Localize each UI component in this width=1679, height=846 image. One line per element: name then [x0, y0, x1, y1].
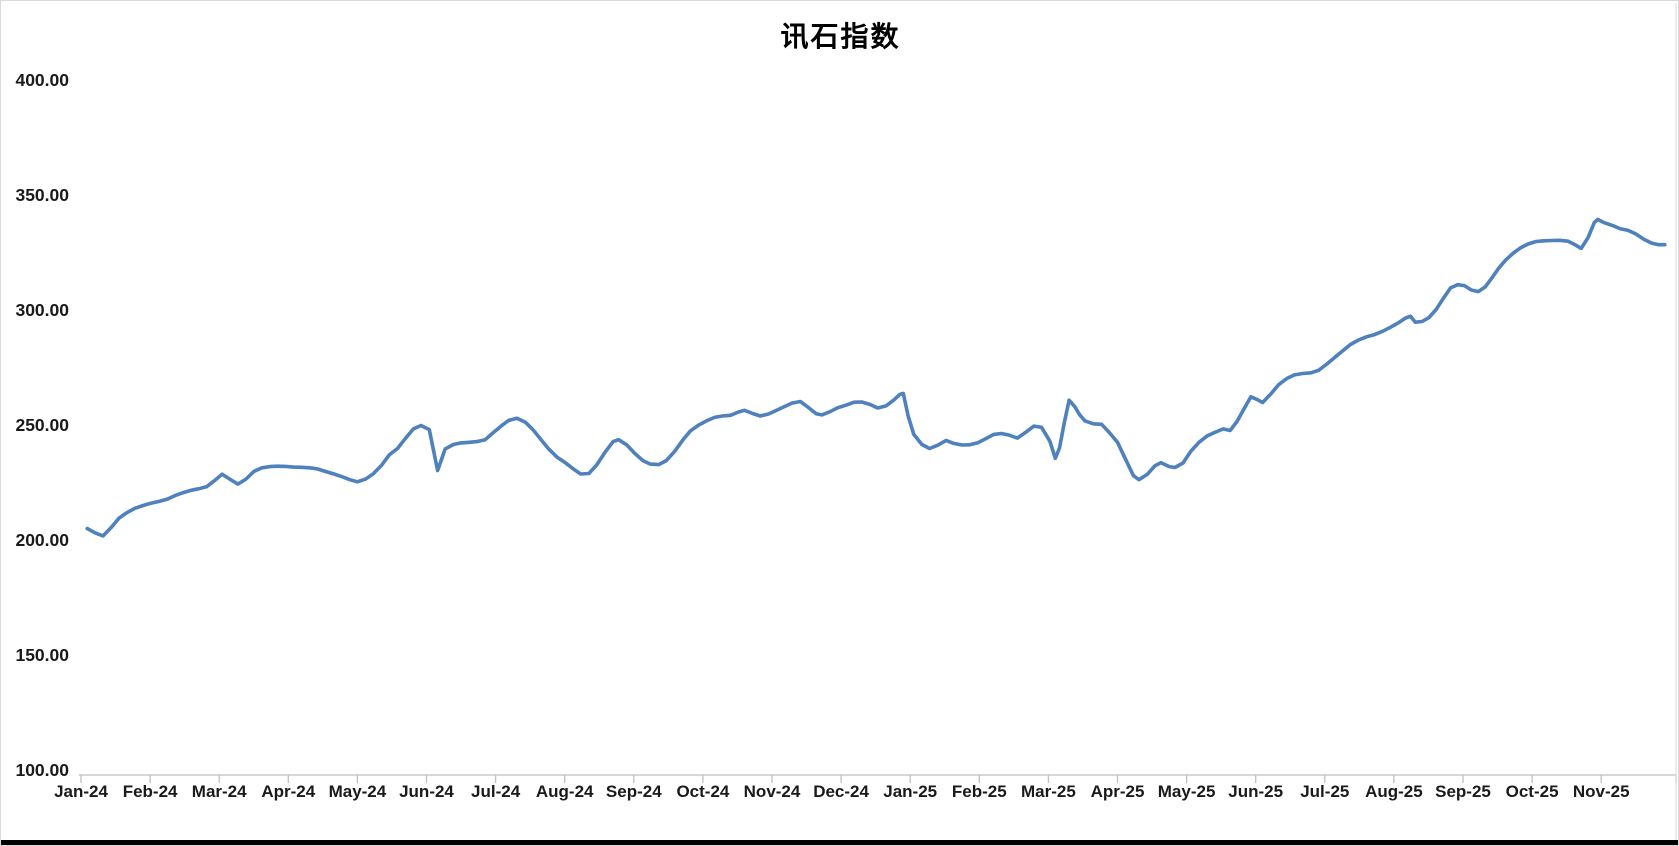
y-axis-label: 250.00	[15, 415, 69, 435]
x-axis-label: Feb-25	[952, 782, 1007, 801]
x-axis-label: Aug-25	[1365, 782, 1423, 801]
x-axis-label: Jul-25	[1300, 782, 1349, 801]
x-axis-label: Jun-25	[1228, 782, 1283, 801]
x-axis-label: Nov-24	[744, 782, 801, 801]
x-axis-label: Oct-25	[1506, 782, 1559, 801]
x-axis-label: Apr-25	[1091, 782, 1145, 801]
chart-title: 讯石指数	[780, 22, 901, 53]
y-axis-label: 150.00	[15, 645, 69, 665]
x-axis-label: Aug-24	[536, 782, 594, 801]
x-axis-label: Sep-25	[1435, 782, 1491, 801]
y-axis-label: 350.00	[15, 185, 69, 205]
x-axis-label: Oct-24	[676, 782, 729, 801]
index-line-series	[85, 217, 1667, 538]
x-axis-label: Jul-24	[471, 782, 521, 801]
x-axis-label: May-25	[1158, 782, 1216, 801]
x-axis-label: Jun-24	[399, 782, 454, 801]
x-axis-label: Dec-24	[813, 782, 869, 801]
x-axis-label: Mar-24	[192, 782, 247, 801]
x-axis-label: Sep-24	[606, 782, 662, 801]
x-axis-label: Apr-24	[261, 782, 315, 801]
x-axis-label: Jan-25	[883, 782, 937, 801]
bottom-border-bar	[1, 840, 1678, 845]
x-axis-label: Mar-25	[1021, 782, 1076, 801]
x-axis-label: Nov-25	[1573, 782, 1630, 801]
x-axis-label: May-24	[329, 782, 387, 801]
y-axis-label: 400.00	[15, 70, 69, 90]
x-axis-label: Jan-24	[54, 782, 108, 801]
y-axis-label: 200.00	[15, 530, 69, 550]
y-axis-label: 100.00	[15, 760, 69, 780]
x-axis-label: Feb-24	[123, 782, 178, 801]
y-axis-label: 300.00	[15, 300, 69, 320]
